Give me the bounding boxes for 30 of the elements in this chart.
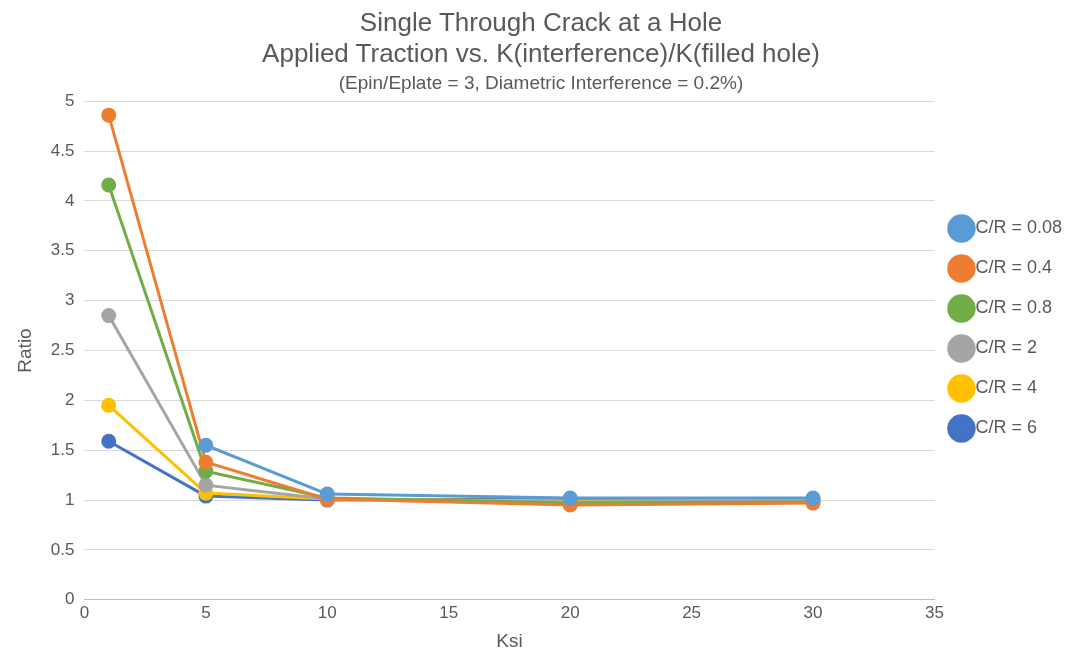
- y-tick-label: 1.5: [50, 439, 75, 459]
- x-tick-label: 20: [560, 602, 580, 622]
- text: Single Through Crack at a Hole: [359, 6, 723, 37]
- x-tick-label: 25: [682, 602, 702, 622]
- x-tick-label: 30: [803, 602, 823, 622]
- y-tick-label: 0: [64, 589, 75, 609]
- x-tick-label: 5: [201, 602, 211, 622]
- x-tick-label: 0: [79, 602, 90, 622]
- y-tick-label: 3: [64, 290, 75, 310]
- y-tick-label: 4: [64, 190, 75, 210]
- y-tick-label: 5: [64, 90, 75, 110]
- chart-subtitle: (Epin/Eplate = 3, Diametric Interference = 0.2%): [338, 72, 744, 94]
- x-tick-label: 15: [439, 602, 459, 622]
- legend-label: C/R = 2: [975, 337, 1037, 358]
- x-tick-label: 35: [924, 602, 944, 622]
- legend-label: C/R = 0.8: [975, 297, 1052, 318]
- legend-label: C/R = 0.4: [975, 257, 1052, 278]
- y-tick-label: 2: [64, 390, 75, 410]
- y-tick-label: 1: [64, 489, 75, 509]
- y-tick-label: 0.5: [50, 539, 75, 559]
- legend-label: C/R = 4: [975, 377, 1037, 398]
- x-tick-label: 10: [317, 602, 337, 622]
- legend-label: C/R = 6: [975, 417, 1037, 438]
- y-tick-label: 4.5: [50, 140, 75, 160]
- x-axis-title: Ksi: [496, 629, 523, 651]
- y-tick-label: 2.5: [50, 340, 75, 360]
- text: Applied Traction vs. K(interference)/K(filled hole): [262, 37, 820, 68]
- y-tick-label: 3.5: [50, 240, 75, 260]
- y-axis-title: Ratio: [13, 328, 35, 373]
- legend-label: C/R = 0.08: [975, 217, 1062, 238]
